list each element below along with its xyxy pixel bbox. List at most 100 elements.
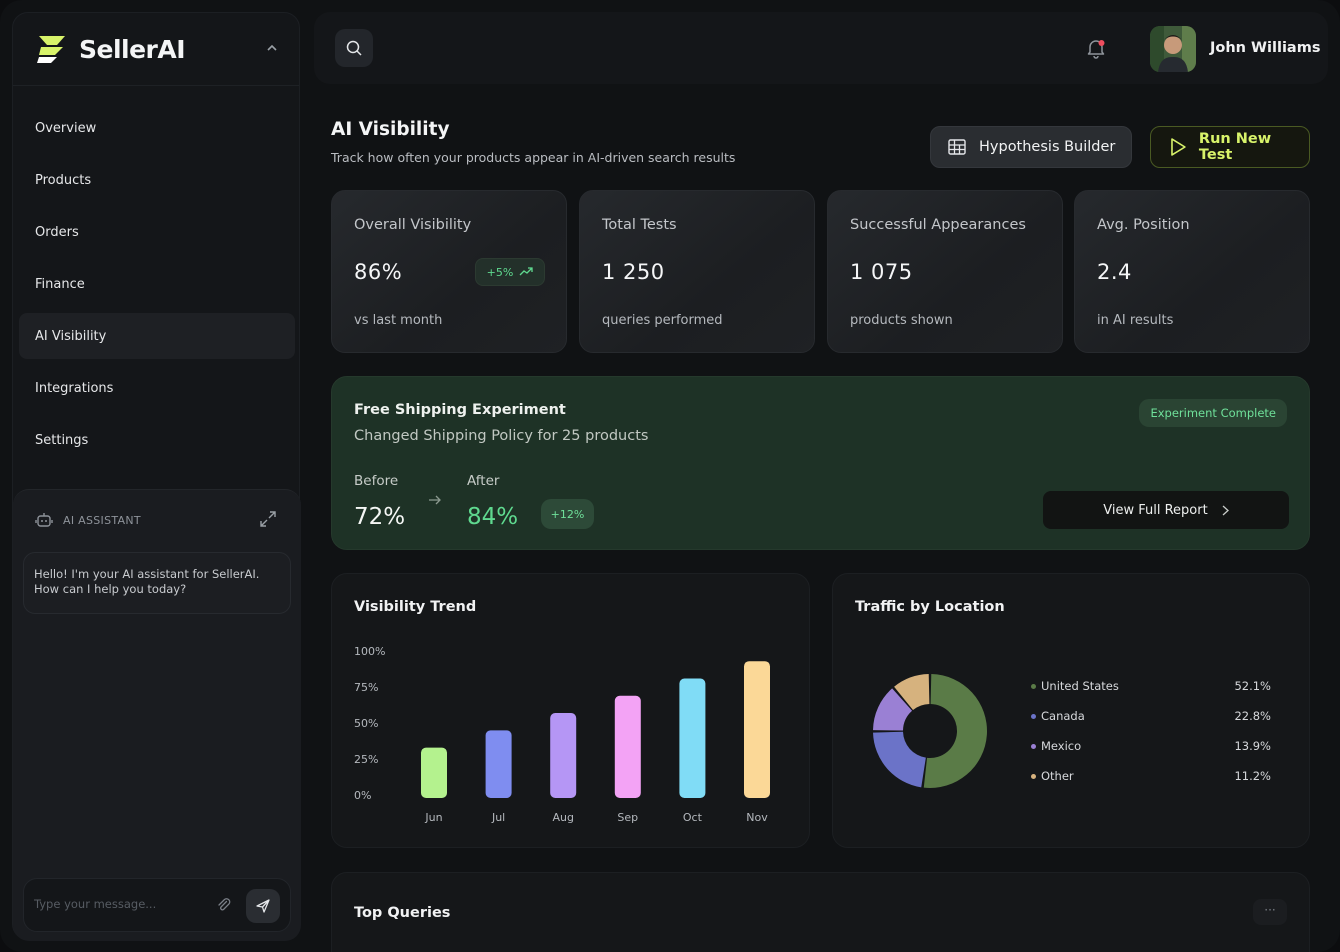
stat-value: 1 250 xyxy=(602,260,665,284)
trend-badge-value: +5% xyxy=(486,265,514,279)
y-tick-label: 75% xyxy=(354,681,378,694)
sidebar-divider xyxy=(13,85,299,86)
top-bar: John Williams xyxy=(314,12,1328,84)
donut-slice-mexico[interactable] xyxy=(873,688,913,731)
trend-badge: +5% xyxy=(475,258,545,286)
bar-sep[interactable] xyxy=(614,695,641,798)
play-icon xyxy=(1171,138,1186,156)
stat-value: 1 075 xyxy=(850,260,913,284)
after-label: After xyxy=(467,473,500,489)
send-icon xyxy=(256,899,270,913)
sidebar-item-finance[interactable]: Finance xyxy=(19,261,295,307)
assistant-header: AI ASSISTANT xyxy=(35,512,141,528)
sidebar-item-ai-visibility[interactable]: AI Visibility xyxy=(19,313,295,359)
stat-sub: vs last month xyxy=(354,313,443,328)
page-subtitle: Track how often your products appear in … xyxy=(331,150,736,165)
donut-slice-united-states[interactable] xyxy=(923,674,987,788)
assistant-message: Hello! I'm your AI assistant for SellerA… xyxy=(23,552,291,614)
stat-value: 2.4 xyxy=(1097,260,1132,284)
legend-label: United States xyxy=(1041,679,1119,693)
bar-jun[interactable] xyxy=(421,747,447,798)
sidebar-item-label: Products xyxy=(35,172,92,188)
legend-item: Canada 22.8% xyxy=(1031,709,1271,727)
chevron-up-icon[interactable] xyxy=(267,41,277,55)
sidebar-nav: Overview Products Orders Finance AI Visi… xyxy=(19,105,295,469)
arrow-right-icon xyxy=(428,491,442,510)
sidebar-item-label: Integrations xyxy=(35,380,114,396)
view-full-report-button[interactable]: View Full Report xyxy=(1043,491,1289,529)
bar-jul[interactable] xyxy=(485,730,512,798)
attachment-icon[interactable] xyxy=(216,897,232,917)
sidebar-item-products[interactable]: Products xyxy=(19,157,295,203)
more-options-button[interactable]: ··· xyxy=(1253,899,1287,925)
avatar[interactable] xyxy=(1150,26,1196,72)
hypothesis-builder-label: Hypothesis Builder xyxy=(979,139,1116,155)
experiment-title: Free Shipping Experiment xyxy=(354,402,566,418)
x-tick-label: Jun xyxy=(424,811,442,824)
stat-card-avg-position: Avg. Position 2.4 in AI results xyxy=(1074,190,1310,353)
traffic-location-card: Traffic by Location United States 52.1% Ca… xyxy=(832,573,1310,848)
bar-oct[interactable] xyxy=(679,678,706,798)
sidebar-item-label: Orders xyxy=(35,224,79,240)
stat-label: Avg. Position xyxy=(1097,217,1190,233)
sidebar-item-label: Settings xyxy=(35,432,89,448)
x-tick-label: Sep xyxy=(617,811,638,824)
sidebar-item-settings[interactable]: Settings xyxy=(19,417,295,463)
x-tick-label: Nov xyxy=(746,811,768,824)
chart-title: Traffic by Location xyxy=(855,599,1005,615)
legend-label: Mexico xyxy=(1041,739,1082,753)
section-title: Top Queries xyxy=(354,905,451,921)
x-tick-label: Oct xyxy=(683,811,703,824)
stat-value: 86% xyxy=(354,260,403,284)
brand[interactable]: SellerAI xyxy=(35,33,186,65)
bar-aug[interactable] xyxy=(550,713,577,798)
grid-icon xyxy=(948,139,966,155)
stat-label: Total Tests xyxy=(602,217,677,233)
sidebar-item-integrations[interactable]: Integrations xyxy=(19,365,295,411)
after-value: 84% xyxy=(467,504,519,530)
sidebar-item-label: Finance xyxy=(35,276,85,292)
experiment-subtitle: Changed Shipping Policy for 25 products xyxy=(354,428,649,444)
user-name[interactable]: John Williams xyxy=(1210,40,1321,56)
legend-value: 13.9% xyxy=(1234,739,1271,753)
message-input[interactable] xyxy=(34,897,204,911)
chart-title: Visibility Trend xyxy=(354,599,477,615)
legend-dot xyxy=(1031,684,1036,689)
legend-item: Other 11.2% xyxy=(1031,769,1271,787)
stat-card-total-tests: Total Tests 1 250 queries performed xyxy=(579,190,815,353)
brand-name: SellerAI xyxy=(79,34,186,64)
legend-dot xyxy=(1031,714,1036,719)
run-new-test-button[interactable]: Run New Test xyxy=(1150,126,1310,168)
legend-dot xyxy=(1031,744,1036,749)
donut-slice-other[interactable] xyxy=(894,674,930,711)
sidebar-item-overview[interactable]: Overview xyxy=(19,105,295,151)
sidebar-item-label: Overview xyxy=(35,120,97,136)
send-button[interactable] xyxy=(246,889,280,923)
legend-item: United States 52.1% xyxy=(1031,679,1271,697)
assistant-title: AI ASSISTANT xyxy=(63,513,141,527)
sidebar: SellerAI Overview Products Orders Financ… xyxy=(12,12,301,941)
sidebar-item-orders[interactable]: Orders xyxy=(19,209,295,255)
assistant-composer xyxy=(23,878,291,932)
stat-label: Overall Visibility xyxy=(354,217,472,233)
legend-label: Canada xyxy=(1041,709,1085,723)
before-value: 72% xyxy=(354,504,406,530)
y-tick-label: 25% xyxy=(354,753,378,766)
hypothesis-builder-button[interactable]: Hypothesis Builder xyxy=(930,126,1132,168)
y-tick-label: 50% xyxy=(354,717,378,730)
search-icon xyxy=(346,40,362,56)
status-badge: Experiment Complete xyxy=(1139,399,1287,427)
stat-sub: queries performed xyxy=(602,313,723,328)
search-button[interactable] xyxy=(335,29,373,67)
y-tick-label: 100% xyxy=(354,645,385,658)
notification-bell-icon[interactable] xyxy=(1084,36,1108,64)
trending-up-icon xyxy=(519,267,533,276)
expand-icon[interactable] xyxy=(259,510,277,532)
stat-card-overall-visibility: Overall Visibility 86% +5% vs last month xyxy=(331,190,567,353)
delta-badge: +12% xyxy=(541,499,594,529)
bar-nov[interactable] xyxy=(744,661,770,798)
donut-slice-canada[interactable] xyxy=(873,731,926,788)
chevron-right-icon xyxy=(1222,505,1229,515)
x-tick-label: Aug xyxy=(552,811,573,824)
